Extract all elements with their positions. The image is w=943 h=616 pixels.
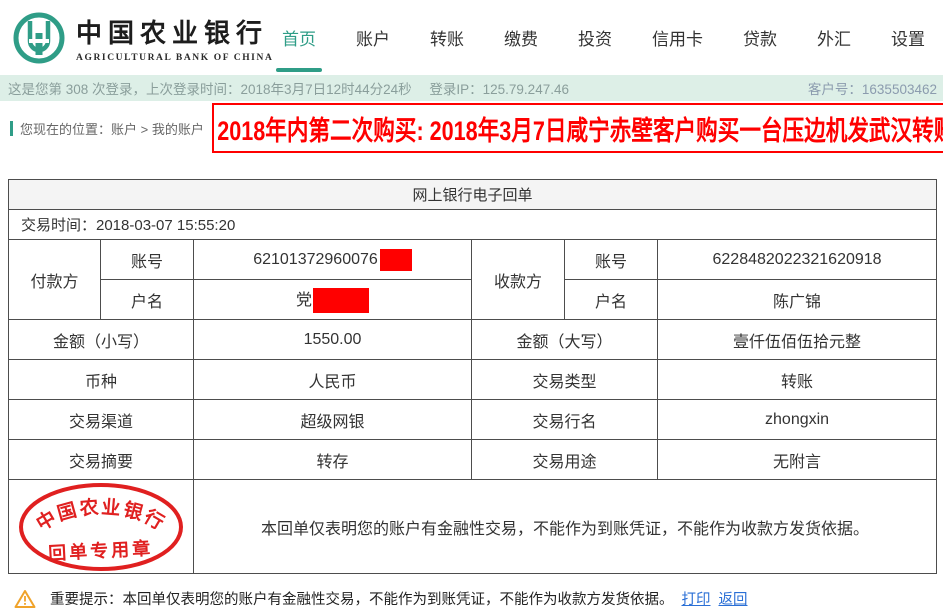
- payee-name-value: 陈广锦: [656, 279, 938, 320]
- amount-value: 1550.00: [193, 319, 472, 360]
- bank-name-en: AGRICULTURAL BANK OF CHINA: [76, 52, 274, 63]
- table-row: 付款方 账号 62101372960076 收款方 账号 62284820223…: [8, 239, 938, 320]
- nav-transfer[interactable]: 转账: [430, 30, 464, 49]
- bank-name-label: 交易行名: [471, 399, 658, 440]
- summary-label: 交易摘要: [8, 439, 194, 480]
- breadcrumb-text: 您现在的位置：账户 > 我的账户: [20, 122, 204, 137]
- payer-account-value: 62101372960076: [193, 239, 472, 280]
- back-link[interactable]: 返回: [718, 592, 748, 608]
- footer-notice-bar: 重要提示：本回单仅表明您的账户有金融性交易，不能作为到账凭证，不能作为收款方发货…: [14, 588, 943, 609]
- stamp-line1: 中国农业银行: [32, 495, 168, 535]
- footer-notice-text: 重要提示：本回单仅表明您的账户有金融性交易，不能作为到账凭证，不能作为收款方发货…: [50, 592, 674, 608]
- print-link[interactable]: 打印: [681, 592, 711, 608]
- amount-words-label: 金额（大写）: [471, 319, 658, 360]
- login-status-bar: 这是您第 308 次登录，上次登录时间：2018年3月7日12时44分24秒 登…: [0, 75, 943, 101]
- bank-name-cn: 中国农业银行: [76, 17, 269, 48]
- abc-bank-logo-icon: [13, 12, 65, 63]
- nav-investment[interactable]: 投资: [578, 30, 612, 49]
- red-annotation-box: 2018年内第二次购买: 2018年3月7日咸宁赤壁客户购买一台压边机发武汉转账…: [212, 103, 943, 153]
- stamp-line2: 回单专用章: [48, 537, 154, 563]
- table-row: 交易渠道 超级网银 交易行名 zhongxin: [8, 399, 938, 440]
- summary-value: 转存: [193, 439, 472, 480]
- payer-account-number: 62101372960076: [253, 250, 378, 268]
- breadcrumb-zone: 您现在的位置：账户 > 我的账户 2018年内第二次购买: 2018年3月7日咸…: [0, 101, 943, 163]
- customer-number: 客户号：1635503462: [807, 82, 937, 97]
- nav-accounts[interactable]: 账户: [356, 30, 390, 49]
- amount-label: 金额（小写）: [8, 319, 194, 360]
- breadcrumb-accent-bar: [10, 121, 13, 136]
- receipt-stamp-cell: 中国农业银行 回单专用章: [8, 479, 194, 574]
- currency-label: 币种: [8, 359, 194, 400]
- svg-text:中国农业银行: 中国农业银行: [32, 495, 170, 535]
- breadcrumb[interactable]: 您现在的位置：账户 > 我的账户: [10, 119, 204, 138]
- amount-words-value: 壹仟伍佰伍拾元整: [656, 319, 938, 360]
- nav-forex[interactable]: 外汇: [817, 30, 851, 49]
- payer-name: 党: [295, 291, 312, 309]
- channel-label: 交易渠道: [8, 399, 194, 440]
- red-annotation-text: 2018年内第二次购买: 2018年3月7日咸宁赤壁客户购买一台压边机发武汉转账…: [217, 115, 943, 146]
- payee-name-label: 户名: [564, 279, 658, 320]
- table-row: 金额（小写） 1550.00 金额（大写） 壹仟伍佰伍拾元整: [8, 319, 938, 360]
- channel-value: 超级网银: [193, 399, 472, 440]
- nav-loans[interactable]: 贷款: [743, 30, 777, 49]
- e-receipt-table: 网上银行电子回单 交易时间：2018-03-07 15:55:20 付款方 账号…: [7, 179, 938, 574]
- login-status-left: 这是您第 308 次登录，上次登录时间：2018年3月7日12时44分24秒 登…: [8, 78, 583, 98]
- redaction-box: [313, 288, 369, 314]
- table-row: 户名 党 户名 陈广锦: [9, 279, 938, 320]
- receipt-disclaimer: 本回单仅表明您的账户有金融性交易，不能作为到账凭证，不能作为收款方发货依据。: [192, 479, 938, 574]
- payee-group-label: 收款方: [471, 239, 565, 320]
- nav-settings[interactable]: 设置: [891, 30, 925, 49]
- transaction-time: 交易时间：2018-03-07 15:55:20: [7, 209, 938, 240]
- warning-icon: [14, 589, 36, 609]
- payee-account-value: 6228482022321620918: [656, 239, 938, 280]
- txn-type-label: 交易类型: [471, 359, 658, 400]
- table-row: 中国农业银行 回单专用章 本回单仅表明您的账户有金融性交易，不能作为到账凭证，不…: [8, 479, 938, 574]
- nav-payments[interactable]: 缴费: [504, 30, 538, 49]
- payer-name-value: 党: [193, 279, 472, 320]
- main-nav: 首页 账户 转账 缴费 投资 信用卡 贷款 外汇 设置: [276, 0, 929, 75]
- login-ip: 登录IP：125.79.247.46: [429, 82, 569, 97]
- table-row: 交易摘要 转存 交易用途 无附言: [8, 439, 938, 480]
- redaction-box: [379, 248, 412, 271]
- bank-logo: 中国农业银行 AGRICULTURAL BANK OF CHINA: [0, 11, 273, 65]
- payee-account-label: 账号: [564, 239, 658, 280]
- purpose-label: 交易用途: [471, 439, 658, 480]
- footer-links: 打印 返回: [682, 588, 756, 609]
- login-count-and-time: 这是您第 308 次登录，上次登录时间：2018年3月7日12时44分24秒: [8, 82, 412, 97]
- table-row: 币种 人民币 交易类型 转账: [8, 359, 938, 400]
- bank-receipt-stamp: 中国农业银行 回单专用章: [19, 482, 183, 571]
- bank-name-value: zhongxin: [656, 399, 938, 440]
- nav-home[interactable]: 首页: [276, 1, 322, 74]
- bank-title-block: 中国农业银行 AGRICULTURAL BANK OF CHINA: [76, 13, 273, 63]
- purpose-value: 无附言: [656, 439, 938, 480]
- receipt-title: 网上银行电子回单: [7, 179, 938, 210]
- nav-credit-card[interactable]: 信用卡: [652, 30, 703, 49]
- header: 中国农业银行 AGRICULTURAL BANK OF CHINA 首页 账户 …: [0, 0, 943, 75]
- payer-account-label: 账号: [100, 239, 194, 280]
- txn-type-value: 转账: [656, 359, 938, 400]
- currency-value: 人民币: [193, 359, 472, 400]
- payer-name-label: 户名: [100, 279, 194, 320]
- payer-group-label: 付款方: [8, 239, 101, 320]
